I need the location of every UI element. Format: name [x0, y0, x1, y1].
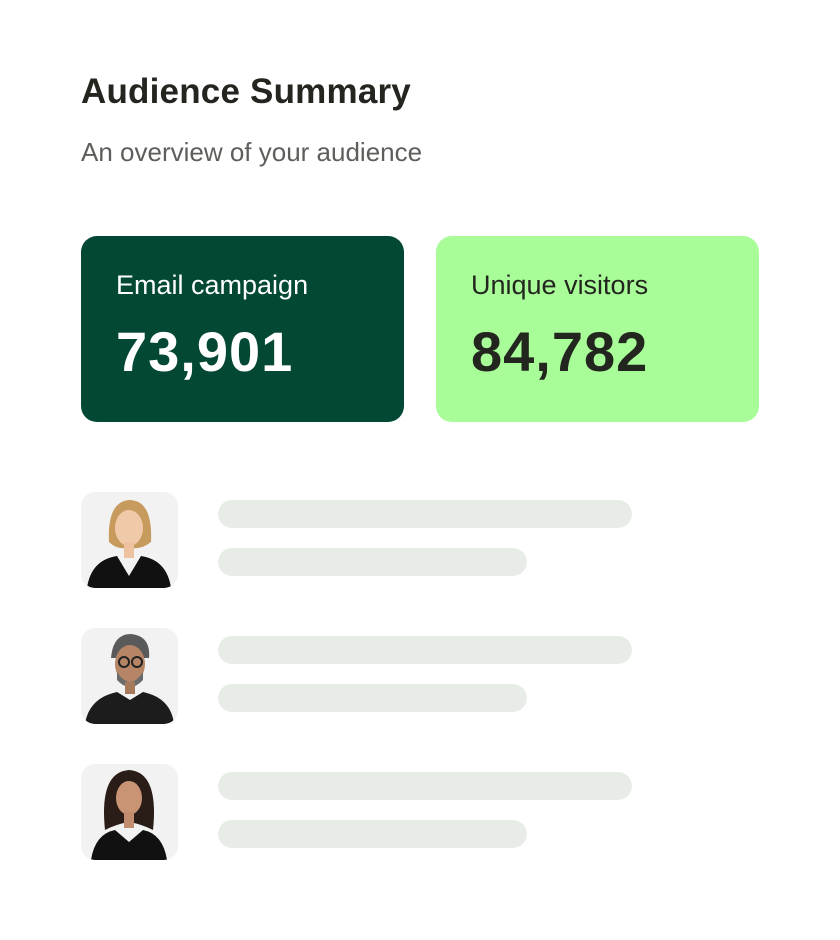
page-subtitle: An overview of your audience [81, 137, 423, 167]
placeholder-line [218, 500, 632, 528]
stat-label: Email campaign [116, 270, 309, 300]
page-title: Audience Summary [81, 72, 411, 111]
placeholder-line [218, 820, 527, 848]
avatar [81, 628, 178, 724]
audience-list-item[interactable] [81, 764, 641, 860]
stat-card-email-campaign[interactable]: Email campaign 73,901 [81, 236, 404, 422]
avatar [81, 764, 178, 860]
stat-card-unique-visitors[interactable]: Unique visitors 84,782 [436, 236, 759, 422]
audience-list-item[interactable] [81, 628, 641, 724]
placeholder-line [218, 684, 527, 712]
stat-value: 84,782 [471, 320, 649, 383]
placeholder-line [218, 636, 632, 664]
stat-label: Unique visitors [471, 270, 649, 300]
stat-value: 73,901 [116, 320, 294, 383]
placeholder-line [218, 548, 527, 576]
audience-list-item[interactable] [81, 492, 641, 588]
avatar [81, 492, 178, 588]
placeholder-line [218, 772, 632, 800]
